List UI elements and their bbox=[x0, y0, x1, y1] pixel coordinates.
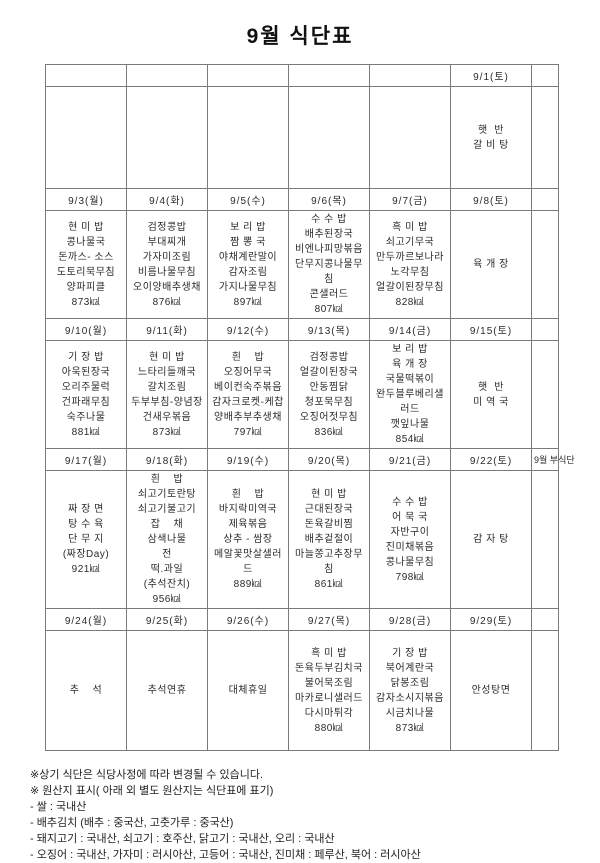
menu-row-week1: 현 미 밥 콩나물국 돈까스- 소스 도토리묵무침 양파피클 873㎉ 검정콩밥… bbox=[45, 210, 559, 319]
menu-cell: 현 미 밥 느타리들깨국 갈치조림 두부부침-양념장 건새우볶음 873㎉ bbox=[126, 340, 208, 449]
menu-cell: 흰 밥 쇠고기토란탕 쇠고기불고기 잡 채 삼색나물 전 떡.과일 (추석잔치)… bbox=[126, 470, 208, 609]
side-column-cell bbox=[531, 210, 559, 319]
date-cell: 9/20(목) bbox=[288, 448, 370, 471]
footer-note-line: ※ 원산지 표시( 아래 외 별도 원산지는 식단표에 표기) bbox=[30, 785, 274, 797]
menu-cell: 현 미 밥 근대된장국 돈육갈비찜 배추겉절이 마늘쫑고추장무침 861㎉ bbox=[288, 470, 370, 609]
date-cell: 9/21(금) bbox=[369, 448, 451, 471]
date-cell: 9/3(월) bbox=[45, 188, 127, 211]
menu-cell bbox=[369, 86, 451, 189]
date-cell: 9/6(목) bbox=[288, 188, 370, 211]
date-cell: 9/22(토) bbox=[450, 448, 532, 471]
date-row-week4: 9/24(월) 9/25(화) 9/26(수) 9/27(목) 9/28(금) … bbox=[45, 608, 559, 631]
menu-row-week0: 햇 반 갈 비 탕 bbox=[45, 86, 559, 189]
date-cell: 9/7(금) bbox=[369, 188, 451, 211]
menu-cell: 안성탕면 bbox=[450, 630, 532, 751]
menu-cell: 흑 미 밥 돈육두부김치국 불어묵조림 마카로니샐러드 다시마튀각 880㎉ bbox=[288, 630, 370, 751]
menu-cell: 대체휴일 bbox=[207, 630, 289, 751]
date-cell bbox=[207, 64, 289, 87]
date-cell: 9/24(월) bbox=[45, 608, 127, 631]
menu-cell: 수 수 밥 배추된장국 비엔나피망볶음 단무지콩나물무침 콘샐러드 807㎉ bbox=[288, 210, 370, 319]
date-cell: 9/8(토) bbox=[450, 188, 532, 211]
date-cell: 9/17(월) bbox=[45, 448, 127, 471]
date-row-week2: 9/10(월) 9/11(화) 9/12(수) 9/13(목) 9/14(금) … bbox=[45, 318, 559, 341]
date-cell: 9/18(화) bbox=[126, 448, 208, 471]
menu-cell: 추석연휴 bbox=[126, 630, 208, 751]
date-cell: 9/11(화) bbox=[126, 318, 208, 341]
date-cell: 9/10(월) bbox=[45, 318, 127, 341]
date-cell: 9/28(금) bbox=[369, 608, 451, 631]
menu-cell: 추 석 bbox=[45, 630, 127, 751]
menu-cell: 기 장 밥 아욱된장국 오리주물럭 건파래무침 숙주나물 881㎉ bbox=[45, 340, 127, 449]
menu-cell: 검정콩밥 부대찌개 가자미조림 비름나물무침 오이양배추생채 876㎉ bbox=[126, 210, 208, 319]
menu-cell: 햇 반 미 역 국 bbox=[450, 340, 532, 449]
date-row-week1: 9/3(월) 9/4(화) 9/5(수) 9/6(목) 9/7(금) 9/8(토… bbox=[45, 188, 559, 211]
menu-row-week4: 추 석 추석연휴 대체휴일 흑 미 밥 돈육두부김치국 불어묵조림 마카로니샐러… bbox=[45, 630, 559, 751]
menu-cell: 보 리 밥 짬 뽕 국 야채계란말이 감자조림 가지나물무침 897㎉ bbox=[207, 210, 289, 319]
footer-note-line: - 오징어 : 국내산, 가자미 : 러시아산, 고등어 : 국내산, 진미채 … bbox=[30, 849, 421, 861]
menu-cell: 흑 미 밥 쇠고기무국 만두까르보나라 노각무침 얼갈이된장무침 828㎉ bbox=[369, 210, 451, 319]
menu-cell bbox=[207, 86, 289, 189]
menu-cell: 보 리 밥 육 개 장 국물떡볶이 완두블루베리샐러드 깻잎나물 854㎉ bbox=[369, 340, 451, 449]
menu-cell: 흰 밥 오징어무국 베이컨숙주볶음 감자크로켓-케찹 양배추부추생채 797㎉ bbox=[207, 340, 289, 449]
date-cell: 9/14(금) bbox=[369, 318, 451, 341]
date-cell: 9/26(수) bbox=[207, 608, 289, 631]
menu-cell: 육 개 장 bbox=[450, 210, 532, 319]
side-note-empty bbox=[531, 188, 559, 211]
menu-row-week3: 짜 장 면 탕 수 육 단 무 지 (짜장Day) 921㎉ 흰 밥 쇠고기토란… bbox=[45, 470, 559, 609]
side-column-cell bbox=[531, 470, 559, 609]
side-note-empty bbox=[531, 608, 559, 631]
side-note-empty bbox=[531, 318, 559, 341]
menu-cell: 햇 반 갈 비 탕 bbox=[450, 86, 532, 189]
date-cell: 9/15(토) bbox=[450, 318, 532, 341]
date-cell: 9/1(토) bbox=[450, 64, 532, 87]
menu-cell: 짜 장 면 탕 수 육 단 무 지 (짜장Day) 921㎉ bbox=[45, 470, 127, 609]
side-column-cell bbox=[531, 86, 559, 189]
side-note-empty bbox=[531, 64, 559, 87]
footer-note-line: ※상기 식단은 식당사정에 따라 변경될 수 있습니다. bbox=[30, 769, 264, 781]
date-row-week0: 9/1(토) bbox=[45, 64, 559, 87]
page-title: 9월 식단표 bbox=[246, 25, 354, 48]
date-cell: 9/12(수) bbox=[207, 318, 289, 341]
footer-note-line: - 쌀 : 국내산 bbox=[30, 801, 87, 813]
date-cell: 9/5(수) bbox=[207, 188, 289, 211]
menu-cell: 흰 밥 바지락미역국 제육볶음 상추 - 쌈장 메알꽃맛살샐러드 889㎉ bbox=[207, 470, 289, 609]
side-note: 9월 부식단 bbox=[531, 448, 575, 471]
menu-cell: 검정콩밥 얼갈이된장국 안동찜닭 청포묵무침 오징어젓무침 836㎉ bbox=[288, 340, 370, 449]
menu-cell bbox=[126, 86, 208, 189]
side-column-cell bbox=[531, 630, 559, 751]
date-row-week3: 9/17(월) 9/18(화) 9/19(수) 9/20(목) 9/21(금) … bbox=[45, 448, 575, 471]
date-cell bbox=[288, 64, 370, 87]
date-cell: 9/13(목) bbox=[288, 318, 370, 341]
menu-cell: 현 미 밥 콩나물국 돈까스- 소스 도토리묵무침 양파피클 873㎉ bbox=[45, 210, 127, 319]
date-cell bbox=[45, 64, 127, 87]
date-cell bbox=[126, 64, 208, 87]
menu-row-week2: 기 장 밥 아욱된장국 오리주물럭 건파래무침 숙주나물 881㎉ 현 미 밥 … bbox=[45, 340, 559, 449]
menu-cell: 감 자 탕 bbox=[450, 470, 532, 609]
menu-cell: 수 수 밥 어 묵 국 자반구이 진미채볶음 콩나물무침 798㎉ bbox=[369, 470, 451, 609]
menu-cell bbox=[288, 86, 370, 189]
date-cell: 9/29(토) bbox=[450, 608, 532, 631]
date-cell: 9/19(수) bbox=[207, 448, 289, 471]
side-column-cell bbox=[531, 340, 559, 449]
date-cell: 9/4(화) bbox=[126, 188, 208, 211]
date-cell: 9/25(화) bbox=[126, 608, 208, 631]
menu-cell bbox=[45, 86, 127, 189]
footer-note-line: - 돼지고기 : 국내산, 쇠고기 : 호주산, 닭고기 : 국내산, 오리 :… bbox=[30, 833, 335, 845]
menu-table: 9/1(토) 햇 반 갈 비 탕 9/3(월) 9/4(화) 9/5(수) 9/… bbox=[45, 64, 575, 751]
date-cell: 9/27(목) bbox=[288, 608, 370, 631]
menu-cell: 기 장 밥 북어계란국 닭봉조림 감자소시지볶음 시금치나물 873㎉ bbox=[369, 630, 451, 751]
footer-note-line: - 배추김치 (배추 : 중국산, 고춧가루 : 중국산) bbox=[30, 817, 234, 829]
date-cell bbox=[369, 64, 451, 87]
